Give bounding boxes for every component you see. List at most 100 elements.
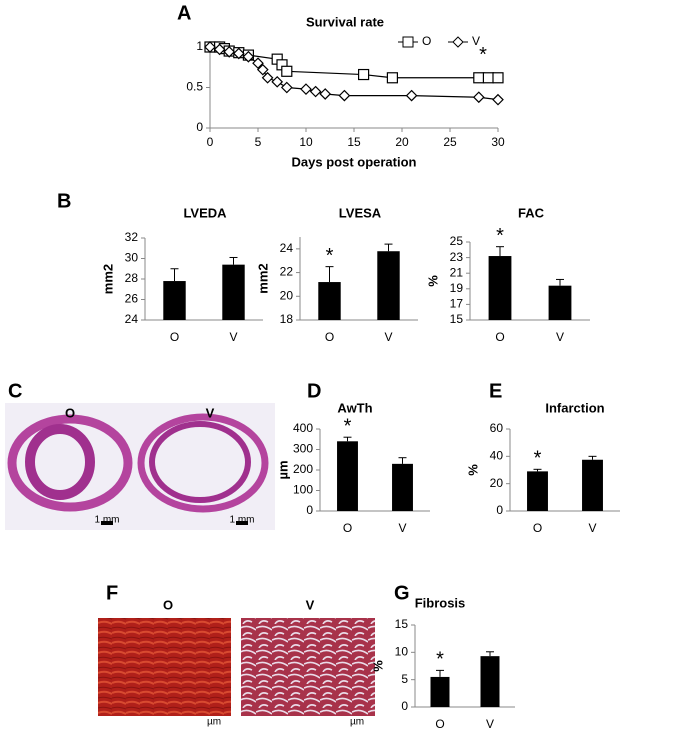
tissue [25,424,95,500]
y-tick-label: 0 [401,699,408,713]
bar [222,264,245,320]
bar [488,256,512,320]
y-axis-label: % [465,464,480,476]
chart-title: Infarction [545,400,604,415]
fibrosis-images: O V µm µm [98,597,375,728]
y-tick-label: 300 [293,442,313,456]
x-tick-label: 30 [491,135,505,149]
y-tick-label: 20 [490,476,504,490]
annotation: * [534,448,542,470]
legend-marker [452,36,464,48]
y-tick-label: 1 [196,39,203,53]
annotation: * [479,44,487,66]
image-label: V [206,405,215,420]
scale-label: 1 mm [95,515,120,526]
annotation: * [326,245,334,267]
marker [482,72,494,84]
marker [300,83,312,95]
annotation: * [496,225,504,247]
y-tick-label: 15 [450,312,464,326]
y-tick-label: 24 [280,241,294,255]
marker [261,71,274,84]
marker [242,50,255,63]
scale-bar [236,521,248,525]
image-label: O [163,597,173,612]
x-tick-label: V [229,330,237,344]
x-tick-label: V [588,521,596,535]
y-tick-label: 0 [306,503,313,517]
chart-title: Fibrosis [415,595,466,610]
x-tick-label: O [170,330,179,344]
scale-label: µm [350,717,364,728]
scale-label: µm [207,717,221,728]
x-axis-label: Days post operation [292,154,417,169]
marker [281,65,293,77]
y-tick-label: 26 [125,292,139,306]
marker [280,81,293,94]
marker [386,72,398,84]
marker [309,85,322,98]
y-axis-label: % [370,660,385,672]
bar [430,676,450,707]
bar [337,441,358,511]
marker [473,72,485,84]
x-tick-label: O [533,521,542,535]
y-tick-label: 32 [125,230,139,244]
marker [472,91,485,104]
marker [223,46,236,58]
tissue [149,421,251,503]
bar [318,282,341,320]
chart-title: FAC [518,205,545,220]
x-tick-label: V [398,521,406,535]
y-tick-label: 22 [280,265,294,279]
marker [405,89,418,102]
y-tick-label: 23 [450,250,464,264]
y-tick-label: 17 [450,297,464,311]
x-tick-label: O [325,330,334,344]
y-tick-label: 100 [293,483,313,497]
y-tick-label: 5 [401,672,408,686]
scale-bar [101,521,113,525]
x-tick-label: 0 [207,135,214,149]
x-tick-label: V [556,330,564,344]
image-v [241,618,375,716]
annotation: * [344,415,352,437]
y-tick-label: 21 [450,265,464,279]
y-tick-label: 24 [125,312,139,326]
chart-title: Survival rate [306,14,384,29]
bar [163,281,186,320]
marker [358,68,370,81]
bar [527,471,548,511]
y-tick-label: 30 [125,251,139,265]
x-tick-label: O [435,717,444,731]
tissue [137,413,269,513]
chart-title: LVESA [339,205,382,220]
y-tick-label: 0 [196,120,203,134]
bar [548,285,572,320]
y-tick-label: 0 [496,503,503,517]
x-tick-label: 5 [255,135,262,149]
y-tick-label: 15 [395,617,409,631]
x-tick-label: V [384,330,392,344]
marker [271,75,284,88]
y-axis-label: µm [275,460,290,479]
image-label: O [65,405,75,420]
chart-title: LVEDA [183,205,227,220]
chart-title: AwTh [337,400,372,415]
scale-label: 1 mm [230,515,255,526]
x-tick-label: 20 [395,135,409,149]
marker [213,43,226,56]
x-tick-label: 25 [443,135,457,149]
y-tick-label: 20 [280,288,294,302]
y-tick-label: 40 [490,449,504,463]
bar [480,656,500,707]
x-tick-label: 10 [299,135,313,149]
bar [377,251,400,320]
x-tick-label: V [486,717,494,731]
y-tick-label: 200 [293,462,313,476]
y-axis-label: mm2 [100,264,115,294]
y-tick-label: 10 [395,645,409,659]
marker [204,41,216,53]
tissue [7,414,133,512]
bar [392,463,413,511]
